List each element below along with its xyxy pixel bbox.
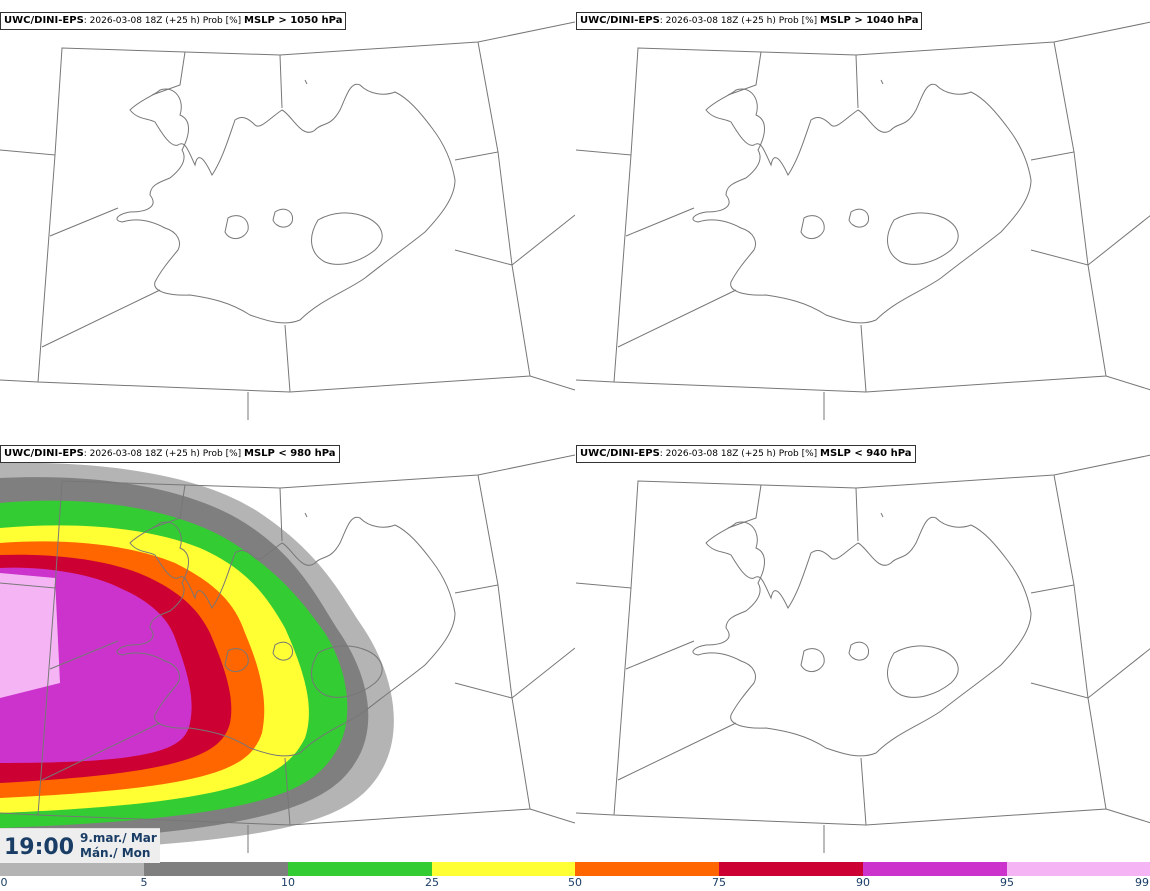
threshold-label: MSLP < 940 hPa xyxy=(820,448,912,459)
colorbar-segment xyxy=(432,862,575,876)
colorbar-tick: 25 xyxy=(425,876,439,889)
colorbar-tick: 10 xyxy=(281,876,295,889)
colorbar-ticks: 0 5 10 25 50 75 90 95 99 xyxy=(0,876,1150,891)
valid-time-box: 19:00 9.mar./ Mar Mán./ Mon xyxy=(0,828,160,863)
colorbar-segment xyxy=(863,862,1007,876)
threshold-label: MSLP > 1040 hPa xyxy=(820,15,919,26)
run-meta: : 2026-03-08 18Z (+25 h) Prob [%] xyxy=(83,449,245,459)
colorbar-tick: 90 xyxy=(856,876,870,889)
map-canvas xyxy=(576,454,1150,853)
probability-field xyxy=(0,462,394,853)
colorbar-segment xyxy=(144,862,288,876)
model-name: UWC/DINI-EPS xyxy=(580,448,660,459)
run-meta: : 2026-03-08 18Z (+25 h) Prob [%] xyxy=(659,449,821,459)
colorbar-tick: 75 xyxy=(712,876,726,889)
panel-title: UWC/DINI-EPS: 2026-03-08 18Z (+25 h) Pro… xyxy=(0,445,340,463)
map-canvas xyxy=(0,21,575,420)
valid-date: 9.mar./ Mar Mán./ Mon xyxy=(80,831,157,861)
colorbar-tick: 95 xyxy=(1000,876,1014,889)
colorbar-segment xyxy=(1007,862,1150,876)
threshold-label: MSLP > 1050 hPa xyxy=(244,15,343,26)
run-meta: : 2026-03-08 18Z (+25 h) Prob [%] xyxy=(83,16,245,26)
colorbar-segment xyxy=(575,862,719,876)
colorbar-tick: 99 xyxy=(1135,876,1149,889)
model-name: UWC/DINI-EPS xyxy=(580,15,660,26)
colorbar-tick: 50 xyxy=(568,876,582,889)
colorbar-tick: 0 xyxy=(0,876,8,889)
colorbar-segment xyxy=(288,862,432,876)
date-line-2: Mán./ Mon xyxy=(80,846,151,860)
probability-colorbar xyxy=(0,862,1150,876)
run-meta: : 2026-03-08 18Z (+25 h) Prob [%] xyxy=(659,16,821,26)
panel-title: UWC/DINI-EPS: 2026-03-08 18Z (+25 h) Pro… xyxy=(576,445,916,463)
model-name: UWC/DINI-EPS xyxy=(4,15,84,26)
panel-title: UWC/DINI-EPS: 2026-03-08 18Z (+25 h) Pro… xyxy=(576,12,923,30)
map-panel-4: UWC/DINI-EPS: 2026-03-08 18Z (+25 h) Pro… xyxy=(576,433,1150,853)
valid-time: 19:00 xyxy=(4,835,75,860)
map-panel-2: UWC/DINI-EPS: 2026-03-08 18Z (+25 h) Pro… xyxy=(576,0,1150,420)
panel-title: UWC/DINI-EPS: 2026-03-08 18Z (+25 h) Pro… xyxy=(0,12,347,30)
map-panel-1: UWC/DINI-EPS: 2026-03-08 18Z (+25 h) Pro… xyxy=(0,0,575,420)
colorbar-segment xyxy=(0,862,144,876)
map-canvas xyxy=(576,21,1150,420)
colorbar-segment xyxy=(719,862,863,876)
model-name: UWC/DINI-EPS xyxy=(4,448,84,459)
map-panel-3: UWC/DINI-EPS: 2026-03-08 18Z (+25 h) Pro… xyxy=(0,433,575,853)
date-line-1: 9.mar./ Mar xyxy=(80,831,157,845)
colorbar-tick: 5 xyxy=(140,876,148,889)
map-canvas xyxy=(0,454,575,853)
threshold-label: MSLP < 980 hPa xyxy=(244,448,336,459)
